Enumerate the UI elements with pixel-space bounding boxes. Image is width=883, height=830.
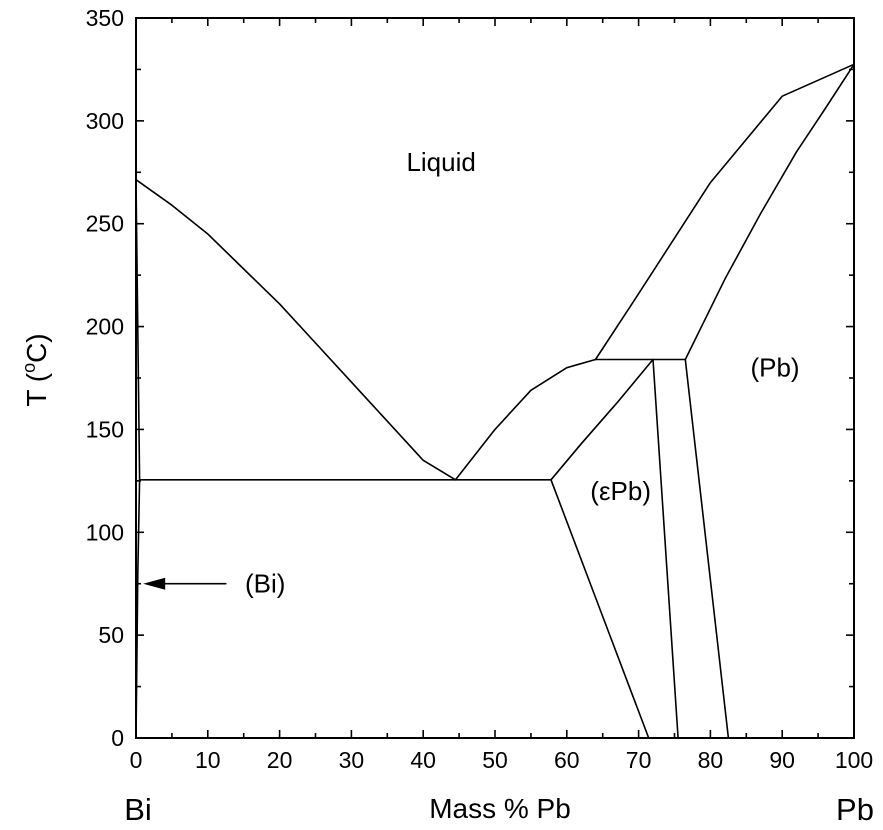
y-axis-label-sup: o [19,363,39,373]
y-tick-label: 0 [111,725,124,751]
y-tick-label: 300 [86,108,124,134]
curve-pb-solvus [684,358,730,739]
axis-ticks [135,17,855,739]
bi-arrow [143,577,227,590]
y-tick-label: 350 [86,5,124,31]
curve-liquidus-bi-side [135,178,457,481]
x-tick-label: 100 [835,747,873,773]
x-tick-label: 20 [267,747,293,773]
curve-liquidus-pb-side-lower [454,358,597,481]
curve-epsilon-solvus-right [652,358,679,739]
y-tick-label: 50 [98,622,124,648]
x-tick-label: 90 [769,747,795,773]
y-tick-label: 250 [86,211,124,237]
plot-frame [135,17,855,739]
region-labels: Liquid (Pb) (εPb) (Bi) [245,147,800,599]
y-axis-label-suffix: C) [21,333,52,363]
x-tick-label: 50 [482,747,508,773]
x-end-label-left: Bi [124,792,152,827]
y-axis-label: T (oC) [19,333,52,406]
x-tick-label: 0 [130,747,143,773]
x-tick-label: 80 [698,747,724,773]
y-tick-label: 200 [86,314,124,340]
x-end-label-right: Pb [836,792,874,827]
y-axis-label-prefix: T ( [21,372,52,406]
region-label-pb: (Pb) [750,353,799,383]
curve-epsilon-liquidus-boundary [550,358,654,481]
curve-pb-solidus [684,63,855,361]
y-tick-label: 150 [86,416,124,442]
region-label-epsilon-pb: (εPb) [590,476,651,506]
curve-epsilon-solvus-left [550,478,650,739]
x-axis-label: Mass % Pb [429,793,571,824]
curve-liquidus-pb-side-upper [594,63,855,361]
x-tick-label: 60 [554,747,580,773]
axis-tick-labels: 0 10 20 30 40 50 60 70 80 90 100 0 50 100 150 200 250 300… [86,5,874,773]
arrow-head-icon [143,577,166,590]
phase-boundaries [135,63,855,739]
y-tick-label: 100 [86,519,124,545]
x-tick-label: 10 [195,747,221,773]
region-label-liquid: Liquid [406,147,475,177]
region-label-bi: (Bi) [245,569,285,599]
x-tick-label: 40 [410,747,436,773]
x-tick-label: 70 [626,747,652,773]
x-tick-label: 30 [339,747,365,773]
